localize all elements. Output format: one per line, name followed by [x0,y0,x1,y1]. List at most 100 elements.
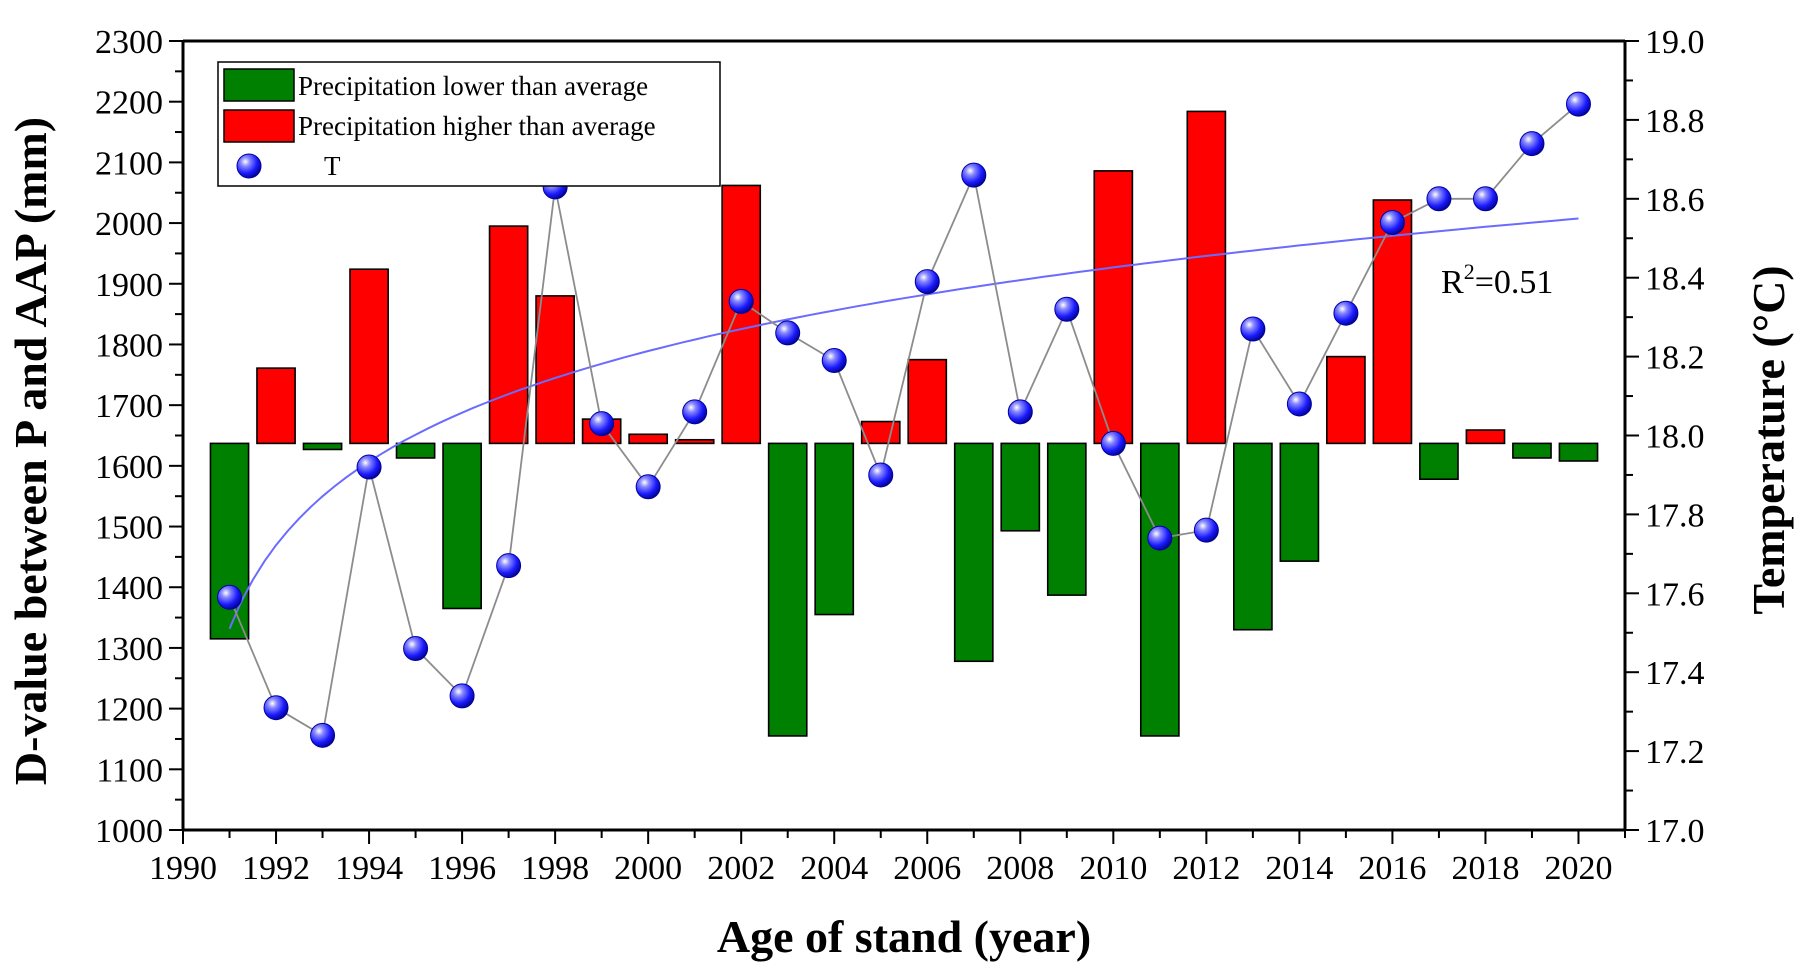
temperature-point-1994 [356,454,382,480]
y-left-tick-label-1300: 1300 [95,631,163,668]
y-right-tick-label-18.4: 18.4 [1645,261,1705,298]
temperature-point-2007 [961,162,987,188]
y-left-tick-label-1400: 1400 [95,570,163,607]
temperature-point-2016 [1379,209,1405,235]
legend-label-higher: Precipitation higher than average [298,111,656,141]
y-left-tick-label-1700: 1700 [95,388,163,425]
temperature-layer [217,91,1591,748]
temperature-point-2015 [1333,300,1359,326]
y-left-tick-label-2200: 2200 [95,85,163,122]
bar-lower-1995 [395,442,436,459]
legend-swatch-higher [223,109,295,143]
temperature-point-2014 [1286,391,1312,417]
temperature-point-1996 [449,683,475,709]
x-tick-label-1990: 1990 [149,850,217,887]
y-right-tick-label-18.6: 18.6 [1645,182,1705,219]
x-tick-label-2002: 2002 [707,850,775,887]
bar-higher-1994 [349,268,389,445]
temperature-point-2006 [914,269,940,295]
bar-higher-1997 [488,225,529,445]
y-left-tick-label-1200: 1200 [95,692,163,729]
temperature-point-2013 [1240,316,1266,342]
x-tick-label-2014: 2014 [1265,850,1333,887]
y-left-tick-label-2300: 2300 [95,24,163,61]
x-tick-label-2016: 2016 [1358,850,1426,887]
x-tick-label-2012: 2012 [1172,850,1240,887]
bar-higher-2016 [1372,199,1413,445]
temperature-point-2020 [1565,91,1591,117]
bar-higher-2012 [1186,110,1227,445]
bar-lower-2020 [1558,442,1599,462]
y-left-tick-label-1000: 1000 [95,813,163,850]
bar-lower-2011 [1139,442,1180,737]
x-tick-label-2020: 2020 [1544,850,1612,887]
bar-lower-2003 [767,442,808,737]
temperature-point-2004 [821,348,847,374]
bar-higher-2010 [1093,170,1134,445]
x-tick-label-1992: 1992 [242,850,310,887]
y-left-tick-label-1900: 1900 [95,267,163,304]
x-tick-label-1994: 1994 [335,850,403,887]
bars [209,110,1599,737]
bar-lower-2009 [1046,442,1087,596]
bar-higher-2018 [1465,429,1506,445]
bar-lower-2004 [814,442,855,616]
bar-lower-2019 [1512,442,1552,459]
x-tick-label-2000: 2000 [614,850,682,887]
temperature-point-2003 [775,320,801,346]
temperature-point-1997 [496,553,522,579]
trend-line [228,217,1579,630]
temperature-point-2011 [1147,525,1173,551]
legend-label-temperature: T [324,151,341,181]
temperature-point-2001 [682,399,708,425]
bar-higher-2000 [628,433,669,445]
temperature-point-1993 [310,722,336,748]
y-right-tick-label-18.0: 18.0 [1645,419,1705,456]
bar-higher-1998 [535,295,576,445]
x-tick-label-1998: 1998 [521,850,589,887]
axis-titles: Age of stand (year) D-value between P an… [5,117,1794,962]
y-right-tick-label-17.8: 17.8 [1645,497,1705,534]
y-right-tick-label-18.8: 18.8 [1645,103,1705,140]
bar-higher-2001 [674,438,715,445]
x-tick-label-2006: 2006 [893,850,961,887]
legend-marker-temperature [236,153,262,179]
y-left-tick-label-1800: 1800 [95,327,163,364]
y-right-tick-label-17.0: 17.0 [1645,813,1705,850]
r-squared-label: R2=0.51 [1441,259,1553,301]
x-tick-label-2004: 2004 [800,850,868,887]
temperature-point-2019 [1519,131,1545,157]
temperature-point-2009 [1054,296,1080,322]
r-squared-value: =0.51 [1475,264,1554,301]
temperature-point-2018 [1472,186,1498,212]
legend-swatch-lower [223,68,295,102]
temperature-point-2005 [868,462,894,488]
y-axis-left-title: D-value between P and AAP (mm) [5,117,56,785]
bar-higher-1992 [256,367,296,445]
bar-lower-2007 [953,442,994,663]
bar-lower-1996 [442,442,482,610]
y-right-tick-label-17.4: 17.4 [1645,655,1705,692]
bar-lower-2014 [1279,442,1320,562]
x-tick-label-1996: 1996 [428,850,496,887]
bar-lower-1993 [302,442,343,451]
r-squared-prefix: R [1441,264,1464,301]
temperature-point-2002 [728,288,754,314]
trend-layer [228,217,1579,630]
bar-higher-2015 [1326,355,1366,445]
bar-lower-2008 [1000,442,1041,532]
x-tick-label-2008: 2008 [986,850,1054,887]
y-right-tick-label-19.0: 19.0 [1645,24,1705,61]
r-squared-sup: 2 [1464,259,1475,284]
temperature-point-2000 [635,474,661,500]
x-tick-label-2018: 2018 [1451,850,1519,887]
annotation: R2=0.51 [1441,259,1553,301]
y-right-tick-label-17.2: 17.2 [1645,734,1705,771]
x-axis-title: Age of stand (year) [717,911,1091,962]
temperature-point-2012 [1193,517,1219,543]
ticks: 1990 1992 1994 1996 1998 2000 2002 2004 2006 2008… [95,24,1705,887]
y-left-tick-label-2000: 2000 [95,206,163,243]
y-left-tick-label-1600: 1600 [95,449,163,486]
temperature-point-1995 [403,636,429,662]
